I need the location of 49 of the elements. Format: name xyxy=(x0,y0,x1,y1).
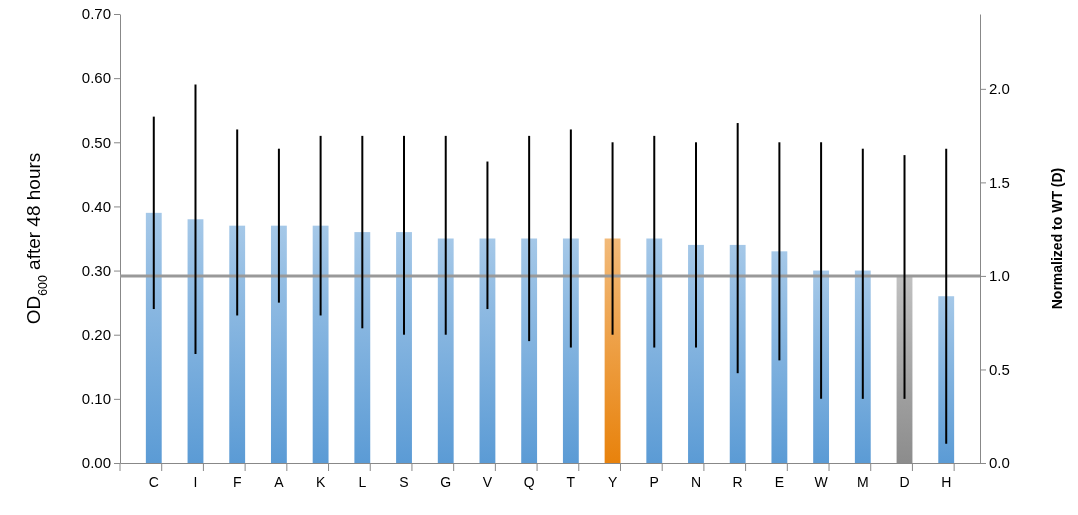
bar xyxy=(229,225,246,463)
x-tick-label: R xyxy=(732,473,743,490)
x-tick-label: G xyxy=(440,473,452,490)
x-tick-label: L xyxy=(358,473,367,490)
y-tick-label: 0.50 xyxy=(81,133,111,151)
bar xyxy=(562,238,579,463)
x-tick-label: D xyxy=(899,473,910,490)
y2-tick-label: 2.0 xyxy=(989,80,1010,98)
bar xyxy=(312,225,329,463)
y2-tick-label: 0.0 xyxy=(989,454,1010,472)
y2-tick-label: 0.5 xyxy=(989,360,1010,378)
y-tick-label: 0.30 xyxy=(81,261,111,279)
bar xyxy=(145,212,162,463)
x-tick-label: S xyxy=(399,473,409,490)
x-tick-label: T xyxy=(566,473,576,490)
bar xyxy=(729,244,746,463)
bar xyxy=(688,244,704,463)
bar xyxy=(354,232,371,463)
x-tick-label: Q xyxy=(523,473,535,490)
bar xyxy=(396,232,412,463)
bar xyxy=(854,270,871,463)
x-tick-label: M xyxy=(856,473,869,490)
x-tick-label: F xyxy=(232,473,242,490)
bar xyxy=(437,238,454,463)
x-tick-label: W xyxy=(814,473,829,490)
bar xyxy=(813,270,830,463)
y2-tick-label: 1.0 xyxy=(989,267,1010,285)
x-tick-label: N xyxy=(690,473,702,490)
y-tick-label: 0.00 xyxy=(81,454,111,472)
x-tick-label: C xyxy=(148,473,159,490)
y2-axis-title: Normalized to WT (D) xyxy=(1049,167,1065,310)
y-tick-label: 0.70 xyxy=(81,5,111,23)
y2-tick-label: 1.5 xyxy=(989,173,1010,191)
x-tick-label: P xyxy=(649,473,659,490)
bar xyxy=(270,225,287,463)
x-tick-label: E xyxy=(774,473,785,490)
y-tick-label: 0.60 xyxy=(81,69,111,87)
bar xyxy=(646,238,663,463)
x-tick-label: K xyxy=(315,473,326,490)
x-tick-label: I xyxy=(193,473,198,490)
bar xyxy=(521,238,538,463)
y-tick-label: 0.20 xyxy=(81,326,111,344)
y-tick-label: 0.10 xyxy=(81,390,111,408)
x-tick-label: Y xyxy=(607,473,618,490)
y-tick-label: 0.40 xyxy=(81,197,111,215)
bar xyxy=(771,251,788,463)
x-tick-label: V xyxy=(482,473,493,490)
x-tick-label: A xyxy=(274,473,285,490)
x-tick-label: H xyxy=(941,473,952,490)
